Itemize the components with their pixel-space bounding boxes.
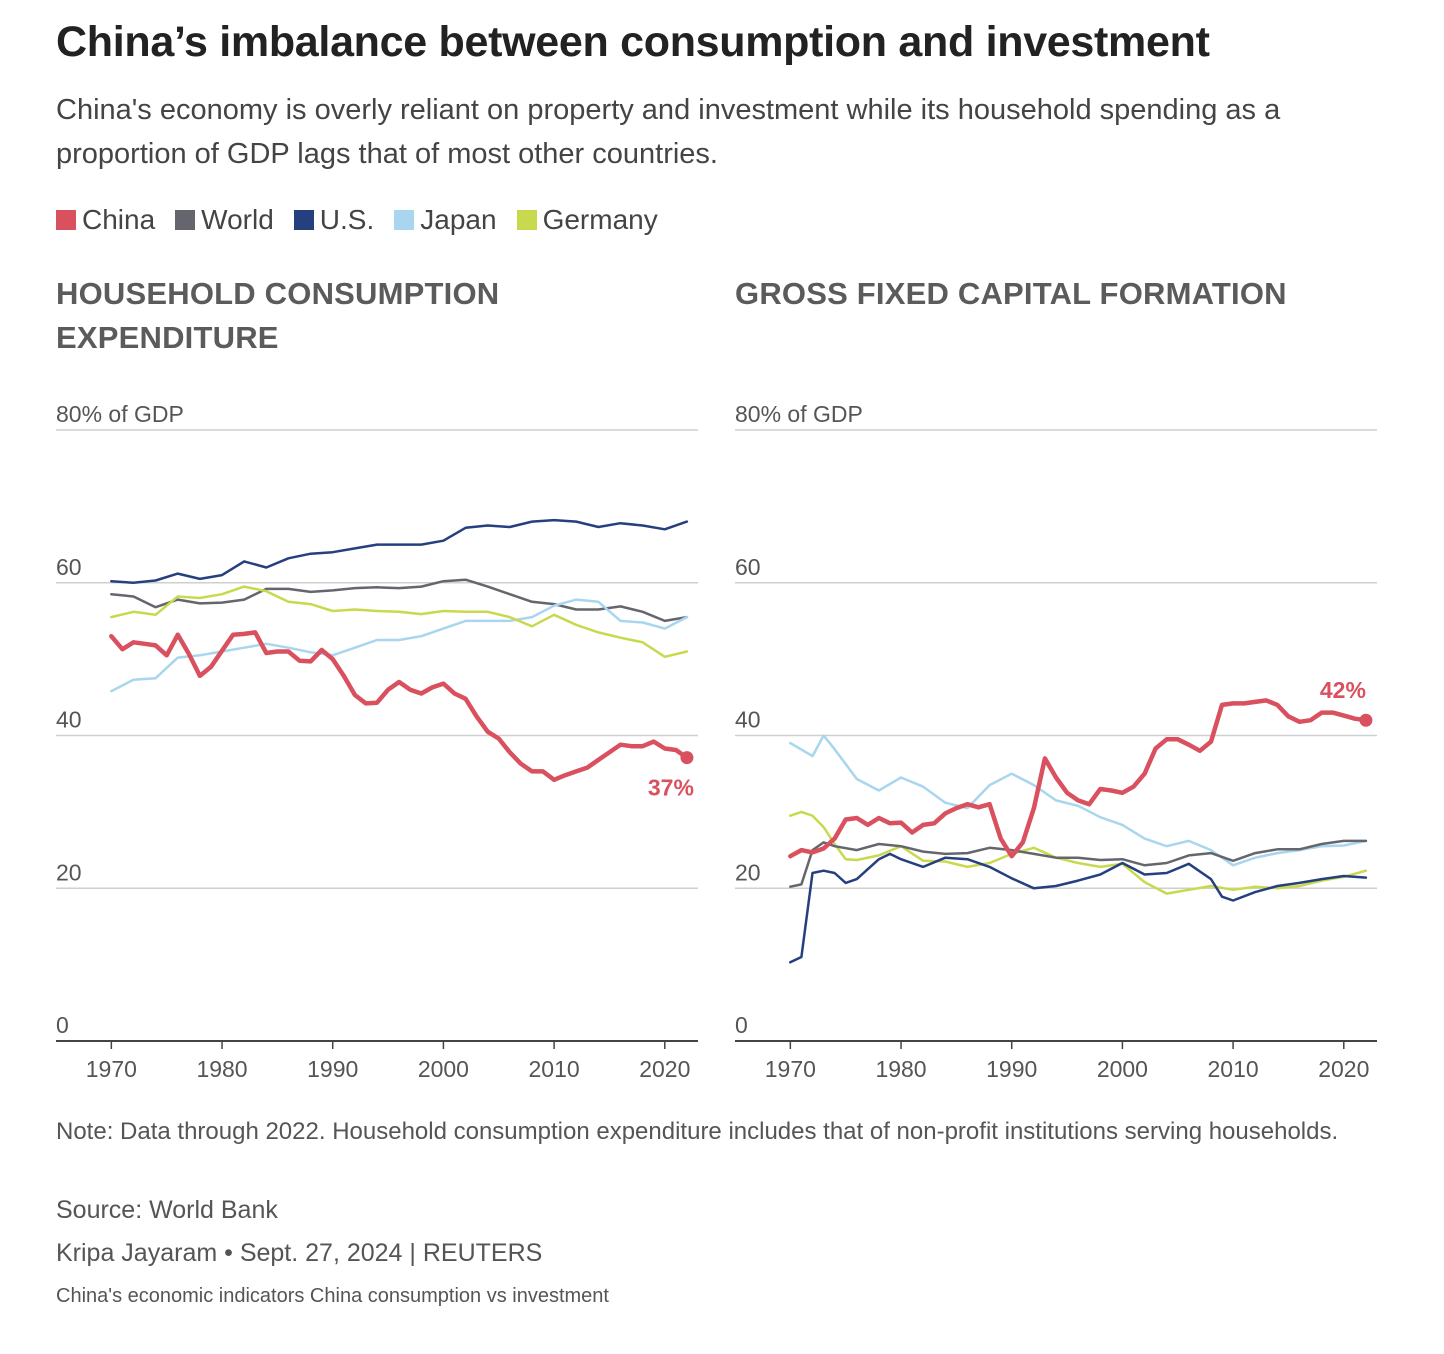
x-tick-label: 2010 — [529, 1056, 580, 1082]
legend-item-world: World — [175, 204, 274, 236]
series-line-germany — [110, 585, 689, 659]
legend-swatch-us — [293, 210, 314, 230]
legend-item-germany: Germany — [516, 204, 658, 236]
x-tick-label: 1970 — [86, 1056, 137, 1082]
chart-byline: Kripa Jayaram • Sept. 27, 2024 | REUTERS — [56, 1239, 543, 1267]
chart-subtitle: China's economy is overly reliant on pro… — [56, 94, 1281, 170]
series-line-japan — [110, 598, 689, 693]
series-line-china — [109, 630, 690, 783]
x-tick-label: 1990 — [307, 1056, 358, 1082]
x-tick-label: 1980 — [875, 1056, 926, 1082]
capital-formation-chart: 80% of GDP 0 20 40 60 1970 1980 1990 2000 2010 202… — [735, 401, 1377, 1082]
y-tick-label: 20 — [56, 859, 82, 885]
legend-item-us: U.S. — [293, 204, 375, 236]
series-line-world — [789, 839, 1368, 888]
y-tick-label: 20 — [735, 859, 761, 885]
y-tick-label: 60 — [56, 554, 82, 580]
x-tick-label: 2000 — [418, 1056, 469, 1082]
y-tick-label: 0 — [735, 1012, 748, 1038]
series-line-japan — [789, 734, 1368, 867]
legend: China World U.S. Japan Germany — [56, 204, 678, 236]
y-tick-label: 0 — [56, 1012, 69, 1038]
x-tick-label: 2020 — [639, 1056, 690, 1082]
china-end-label: 37% — [648, 775, 694, 801]
series-line-china — [788, 698, 1369, 859]
y-tick-label: 60 — [735, 554, 761, 580]
legend-swatch-japan — [394, 210, 415, 230]
legend-label-us: U.S. — [319, 204, 375, 235]
legend-swatch-world — [175, 210, 196, 230]
series-line-us — [789, 852, 1368, 964]
consumption-chart: 80% of GDP 0 20 40 60 1970 1980 1990 2000 2010 202… — [56, 401, 698, 1082]
x-tick-label: 2020 — [1318, 1056, 1369, 1082]
y-axis-top-label: 80% of GDP — [735, 401, 863, 427]
series-line-us — [110, 518, 689, 585]
x-tick-label: 2010 — [1208, 1056, 1259, 1082]
china-end-marker — [680, 751, 694, 765]
chart-note: Note: Data through 2022. Household consu… — [56, 1118, 1339, 1145]
y-tick-label: 40 — [56, 707, 82, 733]
legend-item-china: China — [56, 204, 155, 236]
legend-swatch-germany — [516, 210, 537, 230]
chart-caption: China's economic indicators China consum… — [56, 1285, 609, 1307]
series-line-world — [110, 578, 689, 623]
x-tick-label: 1980 — [196, 1056, 247, 1082]
panel-title-capital: GROSS FIXED CAPITAL FORMATION — [735, 276, 1287, 311]
legend-label-world: World — [201, 204, 274, 235]
chart-source: Source: World Bank — [56, 1196, 278, 1224]
series-line-germany — [789, 810, 1368, 895]
legend-swatch-china — [56, 210, 76, 230]
legend-label-germany: Germany — [542, 204, 658, 235]
y-tick-label: 40 — [735, 707, 761, 733]
y-axis-top-label: 80% of GDP — [56, 401, 184, 427]
china-end-marker — [1359, 713, 1373, 727]
legend-label-china: China — [82, 204, 156, 235]
x-tick-label: 1990 — [986, 1056, 1037, 1082]
legend-label-japan: Japan — [420, 204, 497, 235]
china-end-label: 42% — [1320, 677, 1366, 703]
chart-title: China’s imbalance between consumption an… — [56, 18, 1210, 66]
x-tick-label: 1970 — [765, 1056, 816, 1082]
x-tick-label: 2000 — [1097, 1056, 1148, 1082]
panel-title-consumption: HOUSEHOLD CONSUMPTION EXPENDITURE — [56, 276, 500, 355]
legend-item-japan: Japan — [394, 204, 497, 236]
